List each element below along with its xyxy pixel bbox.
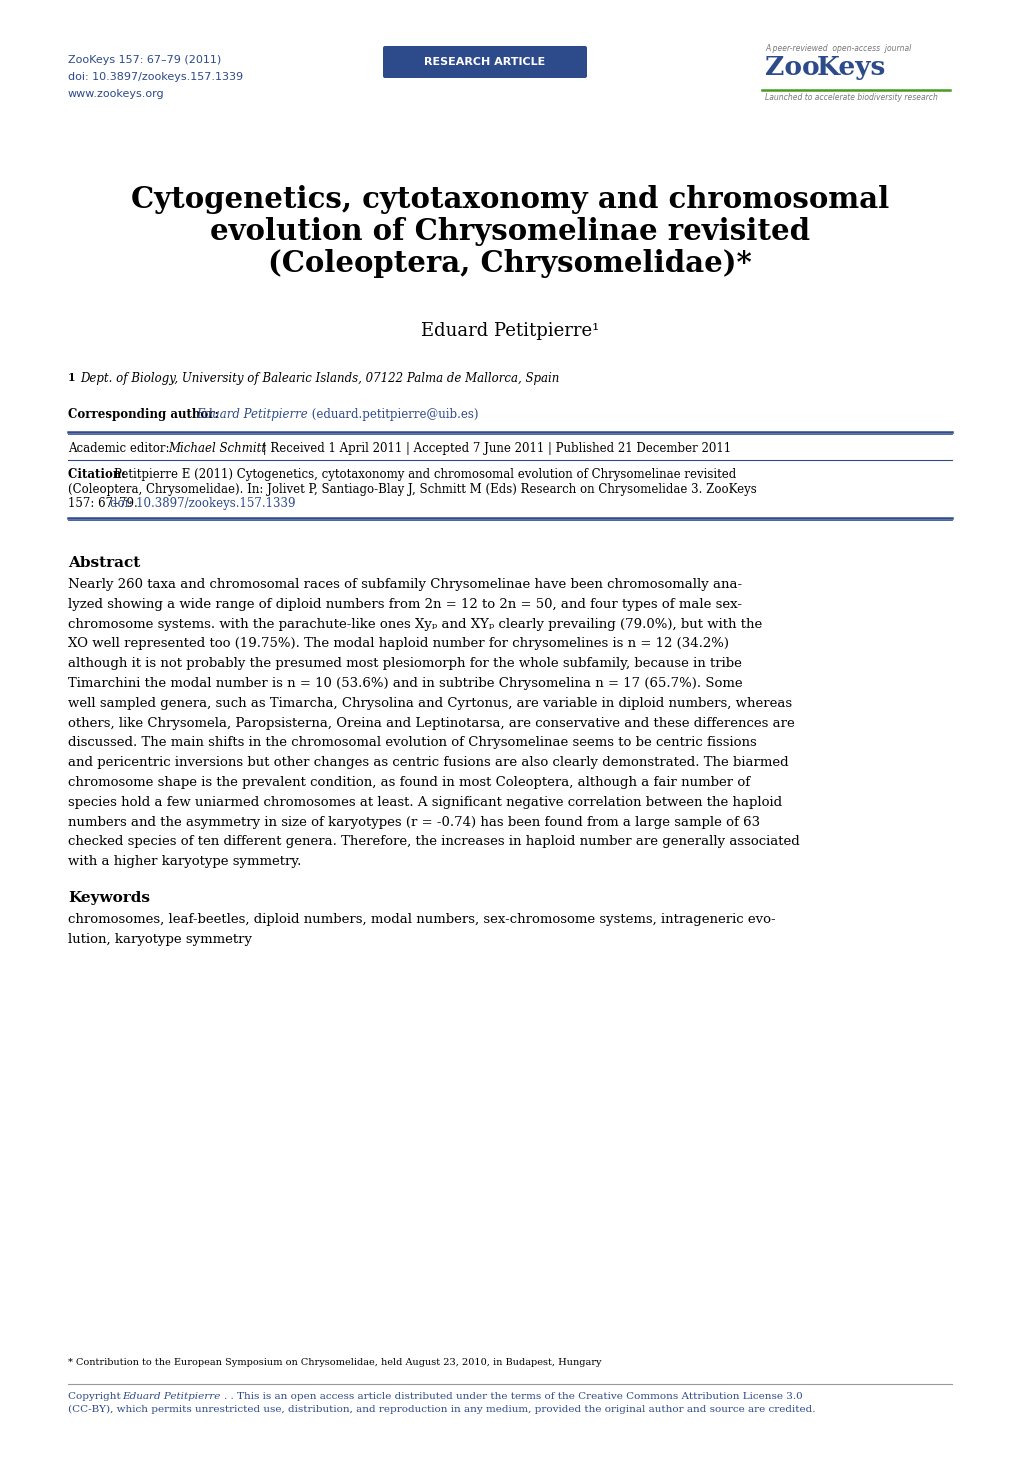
Text: www.zookeys.org: www.zookeys.org <box>68 89 164 99</box>
Text: lution, karyotype symmetry: lution, karyotype symmetry <box>68 933 252 946</box>
Text: doi: 10.3897/zookeys.157.1339: doi: 10.3897/zookeys.157.1339 <box>110 497 296 510</box>
Text: Corresponding author:: Corresponding author: <box>68 408 223 421</box>
Text: Abstract: Abstract <box>68 556 141 569</box>
Text: and pericentric inversions but other changes as centric fusions are also clearly: and pericentric inversions but other cha… <box>68 756 788 770</box>
Text: although it is not probably the presumed most plesiomorph for the whole subfamil: although it is not probably the presumed… <box>68 657 741 670</box>
Text: Petitpierre E (2011) Cytogenetics, cytotaxonomy and chromosomal evolution of Chr: Petitpierre E (2011) Cytogenetics, cytot… <box>114 469 736 480</box>
Text: Keywords: Keywords <box>68 891 150 905</box>
Text: chromosome shape is the prevalent condition, as found in most Coleoptera, althou: chromosome shape is the prevalent condit… <box>68 776 749 789</box>
FancyBboxPatch shape <box>382 46 586 79</box>
Text: Eduard Petitpierre¹: Eduard Petitpierre¹ <box>421 322 598 340</box>
Text: RESEARCH ARTICLE: RESEARCH ARTICLE <box>424 56 545 67</box>
Text: Cytogenetics, cytotaxonomy and chromosomal: Cytogenetics, cytotaxonomy and chromosom… <box>130 185 889 214</box>
Text: ZooKeys 157: 67–79 (2011): ZooKeys 157: 67–79 (2011) <box>68 55 221 65</box>
Text: . . This is an open access article distributed under the terms of the Creative C: . . This is an open access article distr… <box>224 1393 802 1401</box>
Text: Launched to accelerate biodiversity research: Launched to accelerate biodiversity rese… <box>764 93 936 102</box>
Text: (Coleoptera, Chrysomelidae)*: (Coleoptera, Chrysomelidae)* <box>268 249 751 277</box>
Text: evolution of Chrysomelinae revisited: evolution of Chrysomelinae revisited <box>210 217 809 246</box>
Text: Keys: Keys <box>816 55 886 80</box>
Text: others, like Chrysomela, Paropsisterna, Oreina and Leptinotarsa, are conservativ: others, like Chrysomela, Paropsisterna, … <box>68 716 794 730</box>
Text: | Received 1 April 2011 | Accepted 7 June 2011 | Published 21 December 2011: | Received 1 April 2011 | Accepted 7 Jun… <box>259 442 731 455</box>
Text: Nearly 260 taxa and chromosomal races of subfamily Chrysomelinae have been chrom: Nearly 260 taxa and chromosomal races of… <box>68 578 742 592</box>
Text: Michael Schmitt: Michael Schmitt <box>168 442 266 455</box>
Text: numbers and the asymmetry in size of karyotypes (r = -0.74) has been found from : numbers and the asymmetry in size of kar… <box>68 816 759 829</box>
Text: discussed. The main shifts in the chromosomal evolution of Chrysomelinae seems t: discussed. The main shifts in the chromo… <box>68 737 756 749</box>
Text: checked species of ten different genera. Therefore, the increases in haploid num: checked species of ten different genera.… <box>68 835 799 848</box>
Text: well sampled genera, such as Timarcha, Chrysolina and Cyrtonus, are variable in : well sampled genera, such as Timarcha, C… <box>68 697 792 710</box>
Text: Eduard Petitpierre: Eduard Petitpierre <box>122 1393 220 1401</box>
Text: Dept. of Biology, University of Balearic Islands, 07122 Palma de Mallorca, Spain: Dept. of Biology, University of Balearic… <box>79 372 558 386</box>
Text: Academic editor:: Academic editor: <box>68 442 173 455</box>
Text: species hold a few uniarmed chromosomes at least. A significant negative correla: species hold a few uniarmed chromosomes … <box>68 796 782 808</box>
Text: A peer-reviewed  open-access  journal: A peer-reviewed open-access journal <box>764 44 910 53</box>
Text: Zoo: Zoo <box>764 55 819 80</box>
Text: 1: 1 <box>68 372 75 383</box>
Text: * Contribution to the European Symposium on Chrysomelidae, held August 23, 2010,: * Contribution to the European Symposium… <box>68 1358 601 1367</box>
Text: chromosomes, leaf-beetles, diploid numbers, modal numbers, sex-chromosome system: chromosomes, leaf-beetles, diploid numbe… <box>68 914 774 925</box>
Text: XO well represented too (19.75%). The modal haploid number for chrysomelines is : XO well represented too (19.75%). The mo… <box>68 638 729 651</box>
Text: (eduard.petitpierre@uib.es): (eduard.petitpierre@uib.es) <box>308 408 478 421</box>
Text: doi: 10.3897/zookeys.157.1339: doi: 10.3897/zookeys.157.1339 <box>68 73 243 82</box>
Text: Timarchini the modal number is n = 10 (53.6%) and in subtribe Chrysomelina n = 1: Timarchini the modal number is n = 10 (5… <box>68 678 742 690</box>
Text: Copyright: Copyright <box>68 1393 124 1401</box>
Text: (Coleoptera, Chrysomelidae). In: Jolivet P, Santiago-Blay J, Schmitt M (Eds) Res: (Coleoptera, Chrysomelidae). In: Jolivet… <box>68 482 756 495</box>
Text: 157: 67–79.: 157: 67–79. <box>68 497 142 510</box>
Text: Citation:: Citation: <box>68 469 129 480</box>
Text: Eduard Petitpierre: Eduard Petitpierre <box>196 408 308 421</box>
Text: (CC-BY), which permits unrestricted use, distribution, and reproduction in any m: (CC-BY), which permits unrestricted use,… <box>68 1404 815 1415</box>
Text: with a higher karyotype symmetry.: with a higher karyotype symmetry. <box>68 856 301 868</box>
Text: chromosome systems. with the parachute-like ones Xyₚ and XYₚ clearly prevailing : chromosome systems. with the parachute-l… <box>68 617 761 630</box>
Text: lyzed showing a wide range of diploid numbers from 2n = 12 to 2n = 50, and four : lyzed showing a wide range of diploid nu… <box>68 598 741 611</box>
